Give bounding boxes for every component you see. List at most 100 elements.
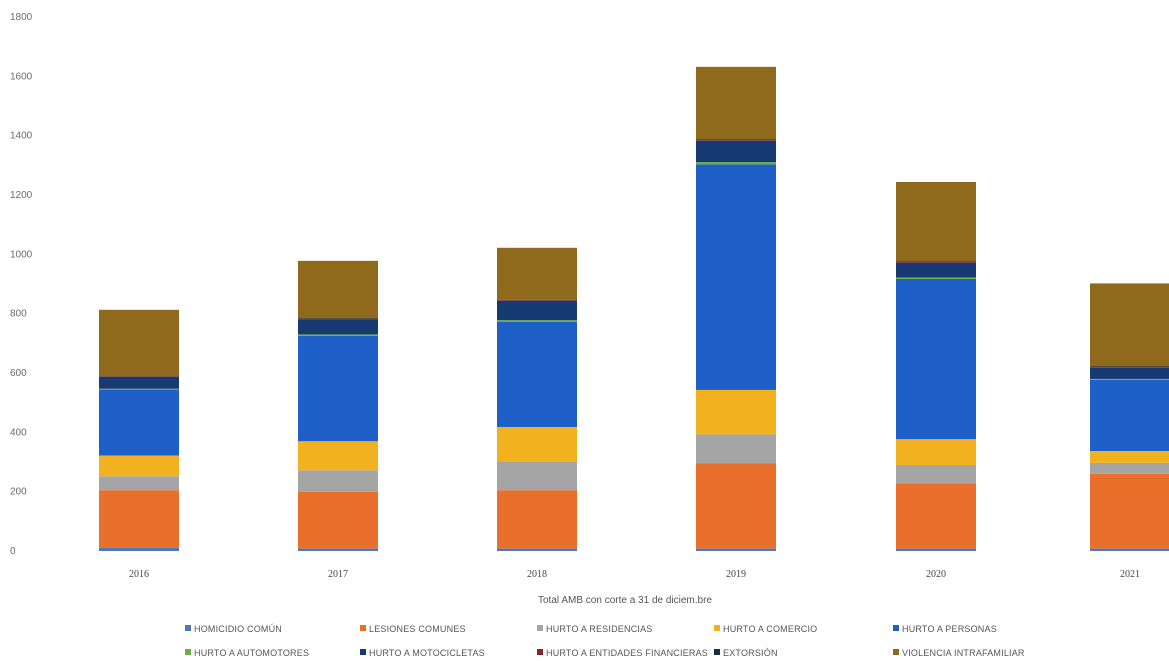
- legend: HOMICIDIO COMÚN LESIONES COMUNES HURTO A R…: [185, 624, 1025, 658]
- bar-segment: [298, 319, 378, 335]
- legend-label: EXTORSIÓN: [723, 648, 778, 658]
- bar-segment: [99, 309, 179, 376]
- bar-segment: [497, 426, 577, 462]
- y-tick-label: 1600: [10, 71, 33, 82]
- y-tick-label: 1400: [10, 131, 33, 142]
- x-tick-label: 2019: [726, 569, 746, 580]
- x-tick-label: 2020: [926, 569, 946, 580]
- bar-segment: [298, 491, 378, 549]
- bar-stack-2020: [896, 181, 976, 551]
- bar-segment: [497, 300, 577, 301]
- legend-label: HURTO A MOTOCICLETAS: [369, 648, 485, 658]
- bar-segment: [896, 261, 976, 263]
- y-tick-label: 600: [10, 368, 27, 379]
- bar-segment: [99, 476, 179, 491]
- bar-segment: [896, 262, 976, 263]
- legend-swatch: [714, 625, 720, 631]
- bar-segment: [696, 548, 776, 551]
- bar-segment: [1090, 473, 1169, 549]
- legend-swatch: [714, 649, 720, 655]
- bar-segment: [99, 375, 179, 377]
- legend-swatch: [360, 649, 366, 655]
- bar-segment: [896, 277, 976, 279]
- bar-segment: [696, 139, 776, 141]
- x-axis: 2016 2017 2018 2019 2020 2021: [129, 569, 1140, 580]
- bar-segment: [896, 548, 976, 551]
- bar-segment: [896, 262, 976, 278]
- bar-segment: [1090, 378, 1169, 380]
- legend-item: HURTO A ENTIDADES FINANCIERAS: [537, 648, 708, 658]
- bar-segment: [298, 441, 378, 471]
- bar-segment: [896, 278, 976, 440]
- legend-item: HOMICIDIO COMÚN: [185, 624, 282, 634]
- y-tick-label: 800: [10, 309, 27, 320]
- bar-stack-2019: [696, 66, 776, 551]
- y-tick-label: 1000: [10, 249, 33, 260]
- bar-segment: [896, 181, 976, 262]
- bar-segment: [1090, 451, 1169, 463]
- bar-segment: [1090, 366, 1169, 368]
- bar-segment: [298, 318, 378, 320]
- bar-segment: [1090, 548, 1169, 551]
- bar-segment: [99, 388, 179, 390]
- bar-segment: [497, 548, 577, 551]
- legend-label: LESIONES COMUNES: [369, 624, 466, 634]
- legend-label: VIOLENCIA INTRAFAMILIAR: [902, 648, 1025, 658]
- bar-segment: [696, 162, 776, 165]
- x-tick-label: 2017: [328, 569, 348, 580]
- y-tick-label: 1800: [10, 12, 33, 23]
- bar-segment: [1090, 367, 1169, 379]
- bar-segment: [696, 140, 776, 141]
- bar-segment: [99, 376, 179, 389]
- bar-segment: [99, 548, 179, 551]
- bar-segment: [1090, 379, 1169, 452]
- legend-swatch: [360, 625, 366, 631]
- bar-segment: [696, 164, 776, 390]
- bar-stack-2021: [1090, 283, 1169, 551]
- bar-segment: [99, 490, 179, 549]
- bar-segment: [298, 260, 378, 319]
- bar-segment: [696, 140, 776, 163]
- bar-segment: [298, 334, 378, 336]
- x-axis-label: Total AMB con corte a 31 de diciem.bre: [538, 595, 712, 606]
- bar-segment: [99, 376, 179, 377]
- x-tick-label: 2021: [1120, 569, 1140, 580]
- bar-segment: [696, 389, 776, 435]
- legend-swatch: [537, 625, 543, 631]
- bar-segment: [696, 434, 776, 464]
- bar-segment: [497, 321, 577, 427]
- y-tick-label: 0: [10, 546, 16, 557]
- legend-swatch: [185, 649, 191, 655]
- bar-segment: [896, 439, 976, 465]
- bar-segment: [896, 483, 976, 549]
- y-axis: 0 200 400 600 800 1000 1200 1400 1600 1800: [10, 12, 33, 557]
- legend-item: HURTO A PERSONAS: [893, 624, 997, 634]
- legend-label: HURTO A AUTOMOTORES: [194, 648, 309, 658]
- legend-item: HURTO A RESIDENCIAS: [537, 624, 653, 634]
- bar-segment: [1090, 283, 1169, 367]
- y-tick-label: 200: [10, 487, 27, 498]
- bar-segment: [99, 455, 179, 477]
- bar-stack-2018: [497, 247, 577, 551]
- bar-segment: [99, 389, 179, 456]
- legend-label: HURTO A COMERCIO: [723, 624, 817, 634]
- y-tick-label: 1200: [10, 190, 33, 201]
- x-tick-label: 2018: [527, 569, 547, 580]
- bar-segment: [298, 548, 378, 551]
- bar-segment: [497, 300, 577, 321]
- legend-item: HURTO A MOTOCICLETAS: [360, 648, 485, 658]
- bar-segment: [298, 335, 378, 442]
- legend-item: VIOLENCIA INTRAFAMILIAR: [893, 648, 1025, 658]
- bar-segment: [497, 299, 577, 301]
- legend-item: HURTO A COMERCIO: [714, 624, 817, 634]
- bar-segment: [298, 319, 378, 320]
- legend-item: HURTO A AUTOMOTORES: [185, 648, 309, 658]
- legend-label: HURTO A PERSONAS: [902, 624, 997, 634]
- bar-segment: [497, 320, 577, 322]
- bar-segment: [497, 247, 577, 300]
- legend-label: HOMICIDIO COMÚN: [194, 624, 282, 634]
- legend-swatch: [893, 625, 899, 631]
- bar-segment: [298, 470, 378, 492]
- legend-label: HURTO A RESIDENCIAS: [546, 624, 653, 634]
